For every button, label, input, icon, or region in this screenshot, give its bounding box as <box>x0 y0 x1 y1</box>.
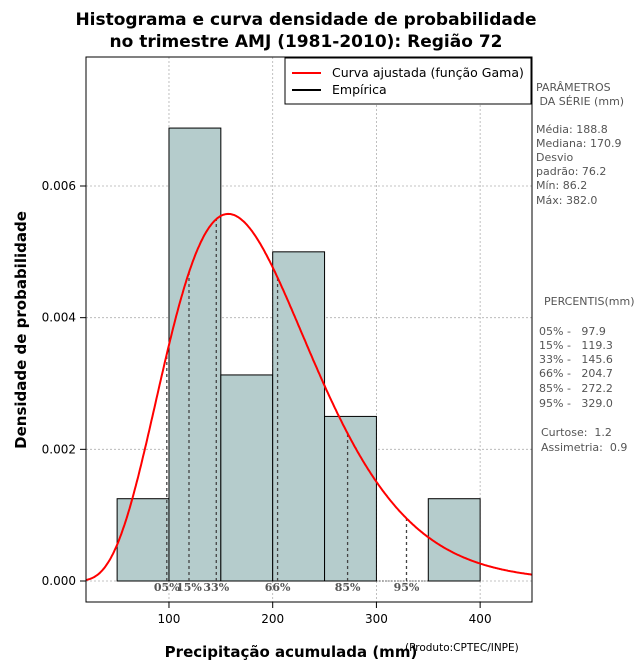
stat-kurtosis: Curtose: 1.2 <box>541 426 612 439</box>
percentil-05: 05% - 97.9 <box>539 325 606 338</box>
param-min: Mín: 86.2 <box>536 179 587 192</box>
percentile-label: 15% <box>176 581 202 594</box>
y-tick-label: 0.000 <box>42 574 76 588</box>
param-std: padrão: 76.2 <box>536 165 606 178</box>
params-title-2: DA SÉRIE (mm) <box>536 95 624 108</box>
percentil-15: 15% - 119.3 <box>539 339 613 352</box>
histogram-bar <box>427 498 481 582</box>
percentile-label: 05% <box>154 581 180 594</box>
legend-box <box>284 57 532 105</box>
params-title-1: PARÂMETROS <box>536 81 611 94</box>
histogram-bar <box>324 415 377 582</box>
percentil-95: 95% - 329.0 <box>539 397 613 410</box>
histogram-bars <box>116 127 481 582</box>
side-panel: PARÂMETROS DA SÉRIE (mm) Média: 188.8 Me… <box>536 81 635 454</box>
percentile-label: 85% <box>335 581 361 594</box>
histogram-bar <box>116 498 170 582</box>
histogram-bar <box>168 127 222 582</box>
percentile-label: 95% <box>394 581 420 594</box>
percentile-label: 66% <box>265 581 291 594</box>
percentil-66: 66% - 204.7 <box>539 367 613 380</box>
chart-title: Histograma e curva densidade de probabil… <box>75 10 536 52</box>
percentil-33: 33% - 145.6 <box>539 353 613 366</box>
percentis-title: PERCENTIS(mm) <box>544 295 635 308</box>
percentile-label: 33% <box>203 581 229 594</box>
plot-frame <box>85 56 533 603</box>
histogram-bar <box>220 374 274 582</box>
percentil-85: 85% - 272.2 <box>539 382 613 395</box>
param-max: Máx: 382.0 <box>536 194 597 207</box>
legend: Curva ajustada (função Gama) Empírica <box>284 57 532 105</box>
x-tick-label: 100 <box>158 612 181 626</box>
x-axis-label: Precipitação acumulada (mm) <box>165 643 418 660</box>
histogram-bar <box>272 251 326 582</box>
param-median: Mediana: 170.9 <box>536 137 621 150</box>
y-tick-label: 0.004 <box>42 311 76 325</box>
y-axis-label: Densidade de probabilidade <box>12 211 30 449</box>
product-credit: (Produto:CPTEC/INPE) <box>405 642 519 654</box>
y-tick-label: 0.006 <box>42 179 76 193</box>
x-tick-label: 400 <box>469 612 492 626</box>
chart-title-line-2: no trimestre AMJ (1981-2010): Região 72 <box>110 32 503 52</box>
legend-label-curve: Curva ajustada (função Gama) <box>332 65 524 80</box>
gamma-density-curve <box>85 212 533 581</box>
percentile-lines: 05%15% 33% 66% 85% 95% <box>154 219 420 594</box>
y-axis: 0.000 0.002 0.004 0.006 <box>42 179 86 588</box>
x-axis: 100 200 300 400 <box>158 602 492 626</box>
chart-title-line-1: Histograma e curva densidade de probabil… <box>75 10 536 30</box>
x-tick-label: 300 <box>365 612 388 626</box>
y-tick-label: 0.002 <box>42 442 76 456</box>
legend-label-empirical: Empírica <box>332 82 387 97</box>
stat-skewness: Assimetria: 0.9 <box>541 441 627 454</box>
param-mean: Média: 188.8 <box>536 123 608 136</box>
param-std-label: Desvio <box>536 151 574 164</box>
x-tick-label: 200 <box>261 612 284 626</box>
